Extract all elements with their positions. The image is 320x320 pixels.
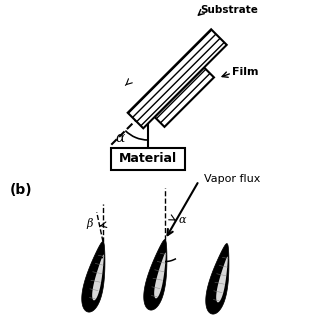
Text: α: α <box>115 131 125 145</box>
FancyBboxPatch shape <box>111 148 185 170</box>
Polygon shape <box>82 242 105 312</box>
Polygon shape <box>92 255 104 300</box>
Polygon shape <box>206 244 229 314</box>
Text: Material: Material <box>119 153 177 165</box>
Text: Film: Film <box>232 67 259 77</box>
Text: (b): (b) <box>10 183 33 197</box>
Polygon shape <box>216 257 228 302</box>
Text: Vapor flux: Vapor flux <box>204 174 260 184</box>
Polygon shape <box>155 68 214 127</box>
Polygon shape <box>128 29 227 128</box>
Polygon shape <box>144 240 167 310</box>
Text: β: β <box>87 218 93 229</box>
Text: Substrate: Substrate <box>200 5 258 15</box>
Text: α: α <box>179 215 187 225</box>
Polygon shape <box>154 252 166 298</box>
